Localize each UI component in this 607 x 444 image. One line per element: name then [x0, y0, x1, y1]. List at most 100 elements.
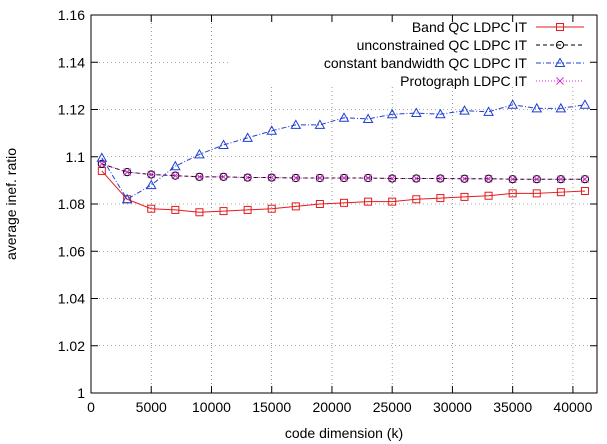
data-point [171, 171, 180, 180]
data-point [169, 160, 181, 171]
data-point [364, 174, 372, 182]
legend-label: Protograph LDPC IT [400, 73, 527, 89]
y-tick-label: 1.12 [58, 102, 85, 118]
marker-stroke [219, 172, 228, 181]
data-point [388, 174, 397, 183]
data-point [507, 99, 519, 109]
marker-stroke [484, 174, 493, 183]
x-tick-label: 15000 [252, 399, 291, 415]
data-point [291, 202, 300, 211]
series-line [101, 104, 586, 200]
data-point [460, 192, 469, 201]
data-point [267, 204, 276, 213]
data-point [435, 108, 446, 119]
marker-stroke [291, 174, 300, 182]
data-point [171, 205, 180, 214]
marker-stroke [556, 77, 564, 85]
y-tick-label: 1.02 [58, 338, 85, 354]
marker-stroke [388, 174, 397, 183]
marker-stroke [412, 174, 421, 183]
data-point [388, 197, 397, 206]
y-axis-title: average inef. ratio [3, 148, 19, 260]
y-tick-label: 1.08 [58, 196, 85, 212]
data-point [194, 148, 205, 159]
marker-stroke [97, 159, 106, 168]
data-point [483, 106, 494, 116]
y-tick-label: 1.04 [58, 291, 85, 307]
data-point [97, 159, 106, 168]
data-point [386, 108, 398, 119]
x-axis-title: code dimension (k) [285, 425, 403, 441]
data-point [412, 174, 421, 183]
marker-stroke [243, 173, 252, 182]
data-point [581, 175, 589, 184]
data-point [364, 197, 373, 206]
y-tick-label: 1 [77, 385, 85, 401]
y-tick-label: 1.1 [66, 149, 86, 165]
data-point [556, 188, 565, 197]
data-point [436, 194, 445, 203]
data-point [218, 139, 229, 149]
marker-stroke [581, 175, 589, 184]
marker-stroke [532, 175, 541, 184]
x-tick-label: 40000 [553, 399, 592, 415]
series-cross [97, 159, 589, 184]
grid [91, 15, 597, 393]
data-point [340, 198, 348, 207]
marker-stroke [436, 174, 445, 183]
data-point [315, 173, 325, 183]
data-point [484, 191, 493, 200]
data-point [147, 204, 156, 213]
marker-stroke [364, 174, 372, 182]
data-point [314, 119, 326, 129]
data-point [531, 102, 543, 113]
data-point [97, 159, 106, 168]
data-point [579, 99, 591, 109]
marker-stroke [316, 174, 324, 182]
data-point [121, 193, 133, 204]
data-point [243, 173, 252, 182]
data-point [290, 119, 302, 129]
data-point [460, 174, 469, 183]
data-point [195, 208, 204, 217]
data-point [532, 175, 541, 184]
x-tick-label: 10000 [192, 399, 231, 415]
y-tick-label: 1.14 [58, 54, 85, 70]
y-tick-label: 1.16 [58, 7, 85, 23]
data-point [266, 125, 278, 135]
x-tick-label: 5000 [136, 399, 167, 415]
legend-marker [554, 57, 566, 67]
data-point [242, 132, 253, 142]
data-point [316, 174, 324, 182]
data-point [555, 102, 567, 113]
x-tick-label: 20000 [312, 399, 351, 415]
x-tick-label: 30000 [433, 399, 472, 415]
x-tick-label: 25000 [373, 399, 412, 415]
data-point [291, 173, 300, 183]
data-point [315, 200, 324, 208]
marker-stroke [460, 174, 469, 183]
data-point [362, 113, 374, 123]
legend-label: constant bandwidth QC LDPC IT [324, 55, 528, 71]
x-tick-label: 35000 [493, 399, 532, 415]
y-tick-label: 1.06 [58, 243, 85, 259]
data-point [508, 175, 517, 184]
legend-marker [556, 77, 564, 85]
legend: Band QC LDPC IT unconstrained QC LDPC IT c… [324, 19, 584, 89]
data-point [195, 172, 204, 181]
data-point [291, 174, 300, 182]
data-point [147, 170, 156, 179]
data-point [484, 174, 493, 183]
series-triangle [96, 99, 591, 204]
data-point [532, 189, 541, 198]
series-group [96, 99, 591, 217]
data-point [96, 152, 108, 162]
marker-stroke [195, 172, 204, 181]
data-point [219, 172, 228, 181]
legend-label: Band QC LDPC IT [412, 19, 528, 35]
data-point [459, 105, 470, 115]
x-tick-label: 0 [87, 399, 95, 415]
legend-marker [555, 40, 565, 50]
marker-stroke [340, 174, 348, 182]
